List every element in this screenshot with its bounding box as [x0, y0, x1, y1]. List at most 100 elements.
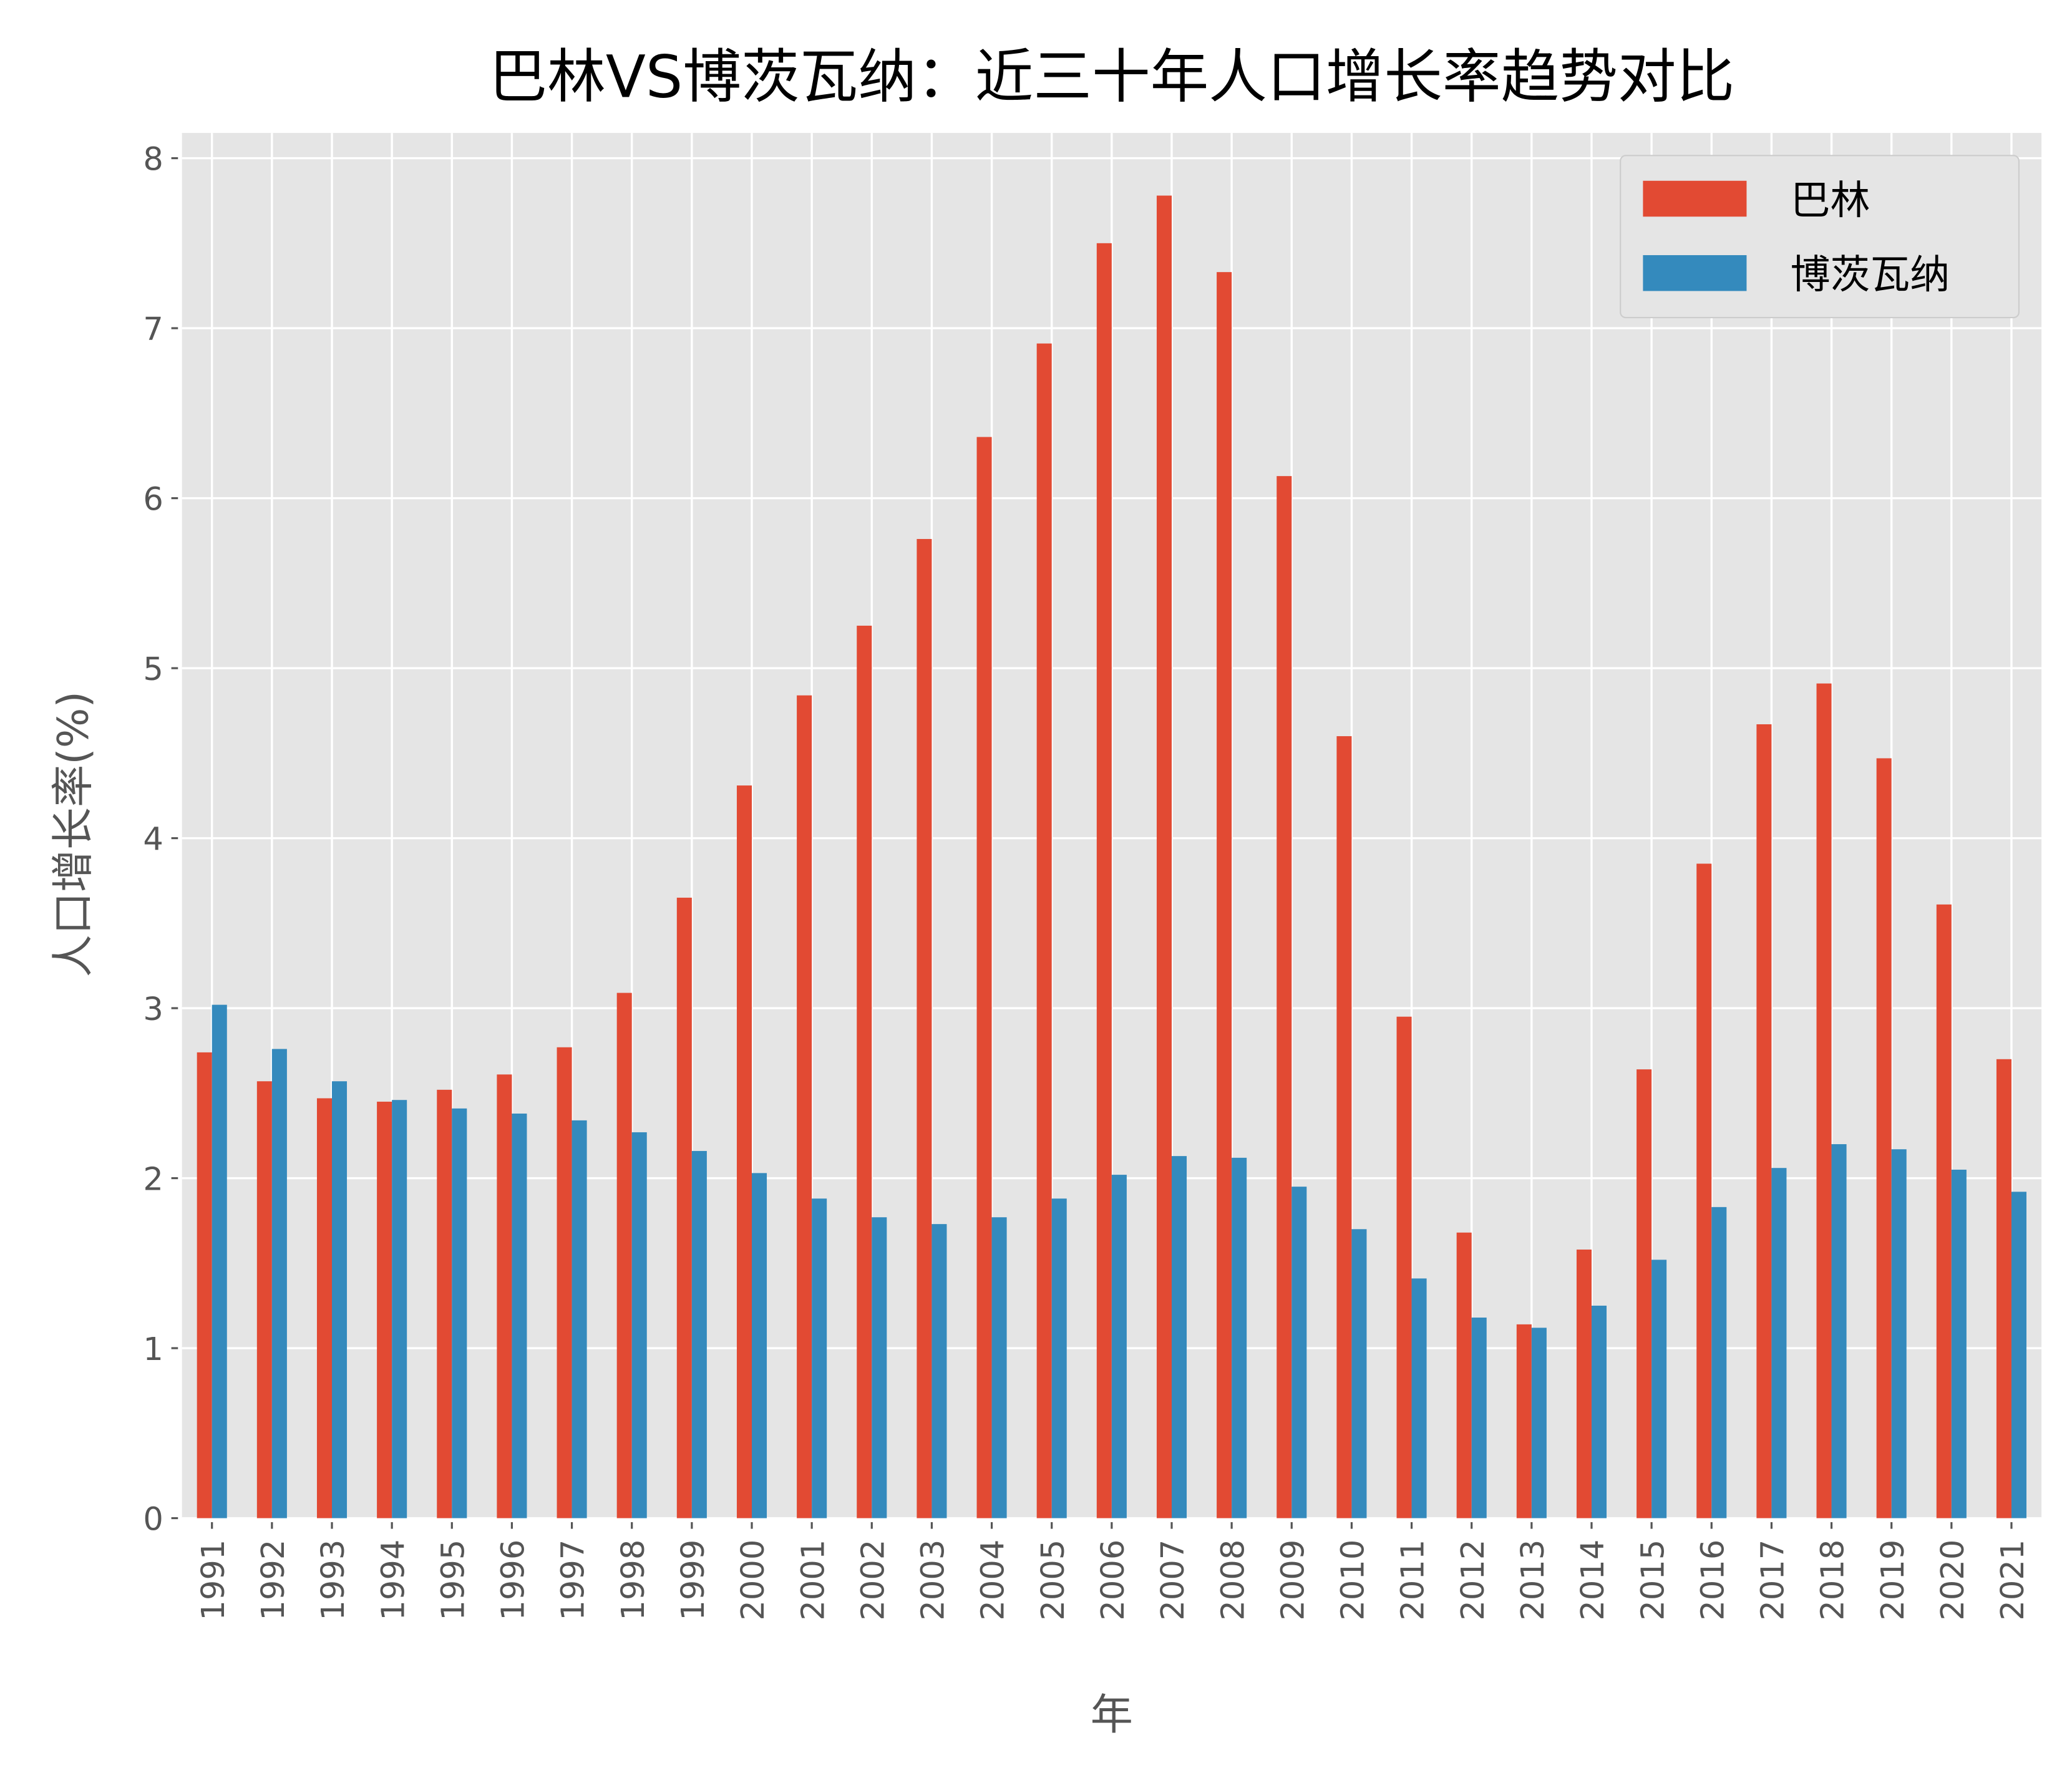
x-tick-label: 2019	[1875, 1540, 1912, 1621]
bar-bahrain-2016	[1696, 863, 1712, 1518]
bar-bahrain-2021	[1996, 1059, 2011, 1518]
y-tick-label: 2	[143, 1162, 163, 1198]
bar-bahrain-2002	[857, 625, 872, 1518]
bar-bahrain-1999	[676, 897, 692, 1518]
bar-botswana-1996	[512, 1113, 527, 1518]
bar-bahrain-2012	[1456, 1232, 1472, 1518]
bar-botswana-2010	[1351, 1229, 1367, 1518]
bar-botswana-2013	[1531, 1328, 1547, 1518]
y-tick-label: 7	[143, 311, 163, 348]
x-tick-label: 1995	[435, 1540, 472, 1621]
bar-bahrain-2017	[1756, 724, 1772, 1518]
bar-bahrain-2013	[1516, 1324, 1532, 1518]
bar-botswana-2000	[751, 1173, 767, 1518]
legend-label-bahrain: 巴林	[1791, 178, 1870, 224]
bar-botswana-2012	[1471, 1317, 1487, 1518]
x-tick-label: 1998	[615, 1540, 652, 1621]
bar-bahrain-2000	[736, 785, 752, 1518]
x-tick-label: 2015	[1635, 1540, 1671, 1621]
x-tick-label: 1993	[315, 1540, 352, 1621]
x-axis-label: 年	[1091, 1691, 1133, 1740]
bar-botswana-2020	[1951, 1169, 1967, 1518]
x-tick-label: 2009	[1275, 1540, 1311, 1621]
bar-bahrain-1995	[437, 1089, 452, 1518]
x-tick-label: 2002	[855, 1540, 892, 1621]
bar-bahrain-1992	[256, 1081, 272, 1518]
bar-botswana-1995	[452, 1108, 467, 1518]
bar-botswana-2018	[1831, 1144, 1847, 1518]
bar-bahrain-2008	[1217, 272, 1232, 1518]
bar-botswana-2014	[1591, 1305, 1607, 1518]
bar-botswana-2004	[991, 1217, 1007, 1518]
bar-bahrain-2010	[1336, 736, 1352, 1518]
x-tick-label: 1992	[255, 1540, 292, 1621]
bar-botswana-2001	[812, 1198, 827, 1518]
x-tick-label: 2011	[1395, 1540, 1432, 1621]
bar-bahrain-2018	[1816, 683, 1832, 1518]
bar-bahrain-2004	[976, 437, 992, 1518]
y-tick-label: 1	[143, 1331, 163, 1368]
bar-botswana-2005	[1051, 1198, 1067, 1518]
axes: 0 1 2 3 4 5 6 7 8 1991 1992 1993 1994 1995 1996 1997 199…	[143, 142, 2031, 1621]
y-tick-label: 6	[143, 482, 163, 518]
x-tick-label: 2004	[975, 1540, 1012, 1621]
x-tick-label: 2008	[1215, 1540, 1252, 1621]
bar-botswana-2009	[1291, 1187, 1307, 1518]
bar-bahrain-2006	[1096, 243, 1112, 1518]
x-tick-label: 2018	[1815, 1540, 1852, 1621]
bar-bahrain-1998	[616, 993, 632, 1518]
legend: 巴林 博茨瓦纳	[1620, 155, 2020, 319]
bar-botswana-1991	[212, 1004, 227, 1518]
bar-bahrain-2007	[1156, 195, 1172, 1518]
bar-botswana-1999	[691, 1150, 707, 1518]
bar-botswana-2006	[1111, 1175, 1127, 1518]
bar-botswana-2015	[1651, 1260, 1667, 1518]
y-tick-label: 5	[143, 651, 163, 688]
legend-swatch-botswana	[1643, 255, 1747, 291]
x-tick-label: 2007	[1155, 1540, 1192, 1621]
x-tick-label: 2017	[1755, 1540, 1792, 1621]
chart-title: 巴林VS博茨瓦纳：近三十年人口增长率趋势对比	[489, 44, 1735, 112]
y-tick-label: 8	[143, 142, 163, 178]
bar-botswana-2007	[1171, 1156, 1187, 1518]
bar-bahrain-2001	[797, 695, 812, 1518]
x-tick-label: 1991	[195, 1540, 232, 1621]
x-tick-label: 2000	[735, 1540, 772, 1621]
bar-bahrain-2019	[1876, 758, 1892, 1518]
x-tick-label: 2021	[1995, 1540, 2031, 1621]
x-tick-label: 2006	[1095, 1540, 1132, 1621]
bar-botswana-2008	[1232, 1157, 1247, 1518]
bar-botswana-2021	[2011, 1192, 2027, 1518]
x-tick-label: 1997	[555, 1540, 592, 1621]
x-tick-label: 2014	[1575, 1540, 1612, 1621]
bar-bahrain-1993	[316, 1098, 333, 1518]
bar-bahrain-1991	[197, 1052, 212, 1518]
x-tick-label: 2013	[1515, 1540, 1552, 1621]
x-tick-label: 2010	[1335, 1540, 1372, 1621]
bar-botswana-2002	[872, 1217, 887, 1518]
x-tick-label: 2001	[795, 1540, 832, 1621]
y-tick-label: 4	[143, 822, 163, 858]
legend-swatch-bahrain	[1643, 180, 1747, 217]
bar-bahrain-2020	[1936, 904, 1952, 1518]
y-tick-label: 3	[143, 991, 163, 1028]
bar-botswana-2016	[1711, 1207, 1727, 1518]
bar-botswana-2003	[931, 1224, 947, 1518]
bar-bahrain-1994	[377, 1101, 392, 1518]
x-tick-label: 2020	[1935, 1540, 1972, 1621]
y-tick-label: 0	[143, 1502, 163, 1538]
y-axis-label: 人口增长率(%)	[49, 691, 99, 977]
bar-bahrain-2011	[1396, 1016, 1412, 1518]
x-tick-label: 2003	[915, 1540, 952, 1621]
bar-botswana-2017	[1771, 1168, 1787, 1518]
x-tick-label: 2016	[1695, 1540, 1731, 1621]
bar-bahrain-2015	[1637, 1069, 1652, 1518]
bars	[197, 195, 2027, 1518]
bar-bahrain-2014	[1576, 1249, 1592, 1518]
bar-botswana-1993	[332, 1081, 348, 1518]
x-tick-label: 2012	[1455, 1540, 1492, 1621]
x-tick-label: 1996	[495, 1540, 532, 1621]
x-tick-label: 2005	[1035, 1540, 1072, 1621]
bar-bahrain-2003	[917, 538, 932, 1518]
